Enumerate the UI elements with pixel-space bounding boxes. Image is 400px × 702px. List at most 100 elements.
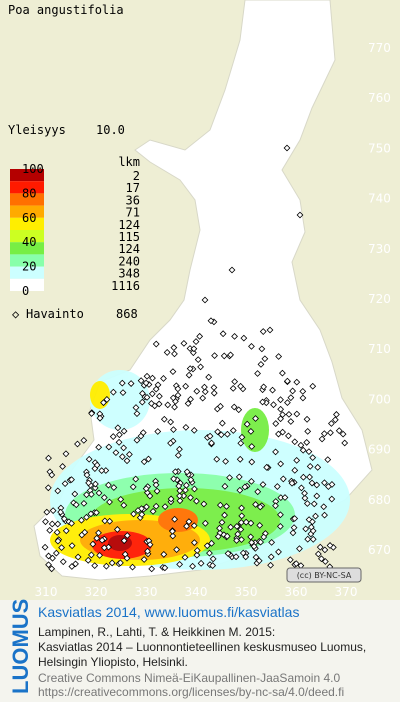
observation-marker xyxy=(120,537,128,545)
observation-marker xyxy=(137,377,145,385)
observation-marker xyxy=(289,529,297,537)
species-title: Poa angustifolia xyxy=(8,3,124,17)
observation-marker xyxy=(152,385,160,393)
observation-marker xyxy=(100,494,108,501)
observation-marker xyxy=(277,405,285,413)
observation-marker xyxy=(138,398,146,406)
observation-marker xyxy=(93,534,101,542)
observation-marker xyxy=(132,404,140,411)
observation-marker xyxy=(184,400,192,407)
observation-marker xyxy=(155,392,163,400)
observation-marker xyxy=(275,548,282,556)
observation-marker xyxy=(109,433,117,440)
observation-marker xyxy=(214,428,222,436)
observation-marker xyxy=(261,355,269,363)
legend-swatch xyxy=(10,254,44,267)
observation-marker xyxy=(85,479,92,487)
observation-marker xyxy=(114,424,122,432)
observation-marker xyxy=(266,326,274,334)
x-axis-label: 360 xyxy=(285,585,308,599)
observation-marker xyxy=(238,433,246,441)
observation-marker xyxy=(328,420,335,427)
observation-marker xyxy=(252,553,260,561)
observation-marker xyxy=(176,492,183,500)
observation-marker xyxy=(247,427,255,435)
observation-marker xyxy=(117,559,124,567)
observation-marker xyxy=(174,391,182,399)
observation-marker xyxy=(270,401,277,409)
observation-marker xyxy=(259,398,266,406)
observation-marker xyxy=(45,454,52,462)
observation-marker xyxy=(100,544,108,552)
observation-marker xyxy=(201,296,209,304)
legend-swatch xyxy=(10,217,44,230)
footer-text: Lampinen, R., Lahti, T. & Heikkinen M. 2… xyxy=(38,625,366,699)
observation-marker xyxy=(252,415,259,422)
observation-marker xyxy=(155,400,163,408)
observation-marker xyxy=(72,501,80,509)
legend-scale-label: 40 xyxy=(22,235,36,249)
observation-marker xyxy=(321,479,328,487)
observation-marker xyxy=(160,415,168,423)
observation-marker xyxy=(293,410,301,418)
legend-swatch xyxy=(10,266,44,279)
observation-marker xyxy=(263,463,271,471)
observation-marker xyxy=(237,439,245,447)
observation-marker xyxy=(116,431,123,439)
observation-marker xyxy=(211,352,218,360)
observation-marker xyxy=(103,396,111,403)
observation-marker xyxy=(289,387,297,395)
observation-marker xyxy=(142,379,150,387)
observation-marker xyxy=(189,562,196,570)
observation-marker xyxy=(140,458,148,466)
observation-marker xyxy=(59,463,66,470)
observation-marker xyxy=(171,403,178,411)
observation-marker xyxy=(275,430,282,438)
observation-marker xyxy=(54,487,62,495)
observation-marker xyxy=(161,503,169,510)
observation-marker xyxy=(53,528,61,536)
observation-marker xyxy=(182,423,190,431)
observation-marker xyxy=(296,211,304,219)
observation-marker xyxy=(185,518,193,526)
observation-marker xyxy=(98,536,106,544)
observation-marker xyxy=(48,520,56,528)
observation-marker xyxy=(276,522,284,530)
observation-marker xyxy=(308,479,316,487)
observation-marker xyxy=(85,455,93,463)
observation-marker xyxy=(296,545,303,553)
observation-marker xyxy=(209,562,217,569)
observation-marker xyxy=(138,511,146,518)
y-axis-label: 730 xyxy=(368,242,391,256)
observation-marker xyxy=(169,532,177,540)
x-axis-label: 350 xyxy=(235,585,258,599)
observation-marker xyxy=(232,553,240,561)
observation-marker xyxy=(223,532,231,540)
observation-marker xyxy=(339,430,347,438)
observation-marker xyxy=(217,402,224,410)
observation-marker xyxy=(183,468,191,476)
observation-marker xyxy=(333,411,340,418)
observation-marker xyxy=(239,549,247,557)
footer-background xyxy=(0,600,400,702)
observation-marker xyxy=(309,535,317,543)
observation-marker xyxy=(176,487,184,495)
observation-marker xyxy=(118,453,126,461)
observation-marker xyxy=(229,385,237,392)
observation-marker xyxy=(60,515,68,523)
observation-marker xyxy=(200,500,208,508)
observation-marker xyxy=(143,372,151,380)
observation-marker xyxy=(102,467,110,474)
y-axis-label: 710 xyxy=(368,342,391,356)
observation-marker xyxy=(130,510,137,518)
atlas-link[interactable]: Kasviatlas 2014, www.luomus.fi/kasviatla… xyxy=(38,604,299,620)
observation-marker xyxy=(267,561,274,569)
legend-count: 17 xyxy=(126,181,140,195)
observation-marker xyxy=(279,411,286,419)
observation-marker xyxy=(248,443,256,450)
observation-marker xyxy=(208,539,215,547)
observation-marker xyxy=(316,543,324,551)
observation-marker xyxy=(95,489,103,497)
observation-marker xyxy=(285,410,293,418)
